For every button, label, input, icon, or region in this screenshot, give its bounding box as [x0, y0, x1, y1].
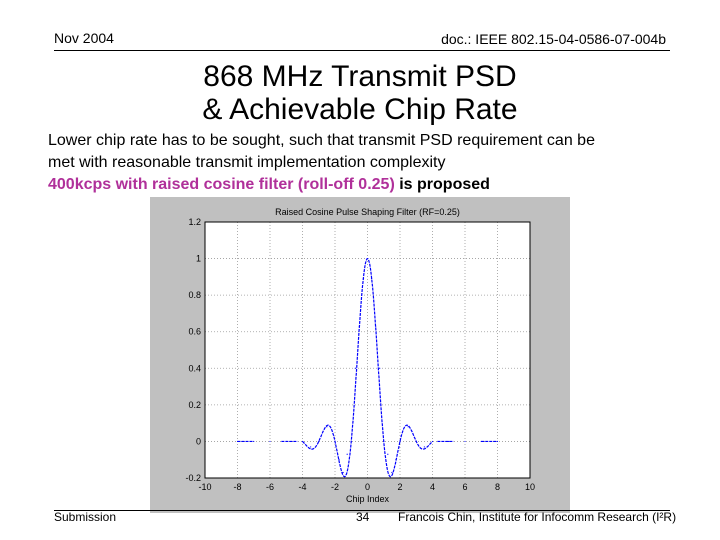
chart-title: Raised Cosine Pulse Shaping Filter (RF=0… — [275, 207, 460, 217]
x-tick-label-4: -2 — [331, 482, 339, 492]
slide-body: Lower chip rate has to be sought, such t… — [48, 130, 688, 196]
data-point-0-4 — [301, 440, 304, 443]
data-point-0-17 — [370, 278, 373, 280]
x-tick-label-10: 10 — [525, 482, 535, 492]
x-tick-label-9: 8 — [495, 482, 500, 492]
y-tick-label-7: 1.2 — [188, 217, 201, 227]
body-line-2: met with reasonable transmit implementat… — [48, 154, 446, 171]
data-point-0-19 — [379, 367, 381, 369]
y-tick-label-6: 1 — [196, 254, 201, 264]
y-tick-label-5: 0.8 — [188, 290, 201, 300]
header-rule — [54, 50, 670, 51]
data-point-0-29 — [448, 440, 450, 443]
data-point-0-23 — [395, 459, 397, 461]
y-tick-label-0: -0.2 — [185, 473, 201, 483]
data-point-0-21 — [387, 453, 389, 455]
footer-author: Francois Chin, Institute for Infocomm Re… — [398, 510, 677, 524]
proposal-tail: is proposed — [394, 176, 490, 193]
x-tick-label-1: -8 — [233, 482, 241, 492]
footer-page-number: 34 — [356, 510, 370, 524]
data-point-0-28 — [431, 440, 434, 443]
data-point-0-18 — [375, 325, 377, 327]
data-point-0-3 — [285, 440, 287, 443]
data-point-0-16 — [366, 257, 369, 260]
pulse-shape-figure: -10 -8 -6 -4 -2 0 2 4 6 8 10 -0.2 0 0.2 0.4 0.6 0.8 1 1.2 R… — [150, 197, 570, 513]
x-tick-label-7: 4 — [430, 482, 435, 492]
data-point-0-8 — [334, 440, 336, 443]
pulse-shape-chart: -10 -8 -6 -4 -2 0 2 4 6 8 10 -0.2 0 0.2 0.4 0.6 0.8 1 1.2 R… — [185, 207, 535, 504]
plot-frame — [204, 221, 531, 479]
data-point-0-20 — [383, 440, 385, 443]
data-point-0-31 — [480, 440, 482, 443]
x-axis-label: Chip Index — [346, 494, 390, 504]
data-point-0-27 — [423, 446, 425, 448]
slide-title: 868 MHz Transmit PSD & Achievable Chip R… — [0, 60, 720, 126]
data-point-0-12 — [350, 440, 352, 443]
y-tick-label-2: 0.2 — [188, 400, 201, 410]
slide-title-line-2: & Achievable Chip Rate — [202, 93, 518, 126]
data-point-0-10 — [342, 471, 344, 474]
data-point-0-13 — [354, 367, 356, 369]
data-point-0-25 — [407, 426, 409, 428]
data-point-0-11 — [346, 453, 348, 455]
footer-rule — [54, 510, 670, 511]
plot-area — [205, 222, 530, 478]
header-date: Nov 2004 — [54, 30, 114, 46]
data-point-0-2 — [269, 440, 271, 443]
x-tick-label-3: -4 — [298, 482, 306, 492]
slide-title-line-1: 868 MHz Transmit PSD — [203, 60, 517, 93]
data-point-0-5 — [310, 446, 312, 448]
y-tick-label-3: 0.4 — [188, 363, 201, 373]
x-tick-label-0: -10 — [198, 482, 211, 492]
data-point-0-6 — [318, 440, 320, 443]
data-point-0-32 — [496, 440, 499, 443]
x-tick-label-6: 2 — [397, 482, 402, 492]
data-point-0-9 — [338, 459, 340, 461]
x-tick-label-8: 6 — [462, 482, 467, 492]
data-point-0-0 — [236, 440, 239, 443]
data-point-0-14 — [358, 325, 360, 327]
body-line-1: Lower chip rate has to be sought, such t… — [48, 132, 595, 149]
data-point-0-26 — [415, 440, 417, 443]
data-point-0-15 — [362, 278, 365, 280]
data-point-0-1 — [253, 440, 255, 443]
proposal-highlight: 400kcps with raised cosine filter (roll-… — [48, 176, 395, 193]
y-tick-label-4: 0.6 — [188, 327, 201, 337]
footer-submission: Submission — [54, 510, 117, 524]
proposal-line: 400kcps with raised cosine filter (roll-… — [48, 174, 688, 196]
data-point-0-22 — [391, 471, 393, 474]
data-point-0-7 — [326, 426, 328, 428]
x-tick-label-5: 0 — [365, 482, 370, 492]
data-point-0-30 — [464, 440, 466, 443]
data-point-0-24 — [399, 440, 401, 443]
x-tick-label-2: -6 — [266, 482, 274, 492]
header-doc-id: doc.: IEEE 802.15-04-0586-07-004b — [441, 31, 666, 47]
y-tick-label-1: 0 — [196, 436, 201, 446]
